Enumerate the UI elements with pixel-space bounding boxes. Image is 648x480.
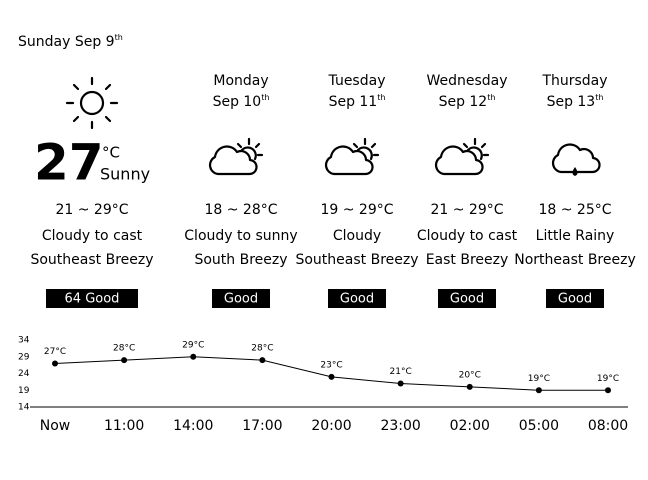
temp-point	[52, 360, 58, 367]
date-text: Sep 12	[439, 94, 488, 110]
x-tick-label: Now	[40, 418, 71, 434]
date-suffix: th	[261, 93, 269, 102]
day-date: Sep 12th	[439, 93, 496, 111]
temp-point	[605, 387, 611, 394]
description: Cloudy	[333, 228, 381, 244]
wind: South Breezy	[194, 252, 287, 268]
x-tick-label: 20:00	[311, 418, 351, 434]
today-temp: 27	[34, 134, 104, 192]
temp-point	[535, 387, 542, 394]
temp-point	[121, 357, 128, 364]
date-text: Sep 10	[213, 94, 262, 110]
temp-label: 23°C	[320, 360, 342, 370]
range: 21 ~ 29°C	[430, 202, 503, 218]
day: Thursday	[541, 73, 607, 89]
cloud-sun-icon	[326, 139, 378, 174]
date-suffix: th	[115, 33, 123, 42]
temp-point	[328, 373, 335, 380]
today-description: Cloudy to cast	[42, 228, 143, 244]
temp-label: 28°C	[113, 344, 135, 354]
y-tick-label: 29	[18, 352, 30, 362]
wind: Northeast Breezy	[514, 252, 636, 268]
aqi: Good	[340, 292, 374, 307]
description: Cloudy to cast	[417, 228, 518, 244]
aqi-badge	[212, 289, 270, 308]
range: 19 ~ 29°C	[320, 202, 393, 218]
y-tick-label: 14	[18, 403, 30, 413]
date-suffix: th	[487, 93, 495, 102]
cloud-sun-icon	[210, 139, 262, 174]
date: Sunday Sep 9th	[18, 33, 123, 51]
wind: East Breezy	[426, 252, 509, 268]
aqi: Good	[558, 292, 592, 307]
temp-point	[466, 383, 473, 390]
temp-point	[259, 357, 266, 364]
x-tick-label: 14:00	[173, 418, 213, 434]
sun-icon	[65, 76, 119, 130]
temp-label: 19°C	[528, 374, 550, 384]
x-tick-label: 17:00	[242, 418, 282, 434]
x-tick-label: 02:00	[450, 418, 490, 434]
aqi-badge	[46, 289, 138, 308]
x-tick-label: 23:00	[380, 418, 420, 434]
today-range: 21 ~ 29°C	[55, 202, 128, 218]
temp-label: 29°C	[182, 340, 204, 350]
wind: Southeast Breezy	[295, 252, 418, 268]
cloud-sun-icon	[436, 139, 488, 174]
rain-icon	[551, 143, 601, 176]
today-condition: Sunny	[100, 165, 150, 184]
aqi: Good	[224, 292, 258, 307]
day-date: Sep 10th	[213, 93, 270, 111]
x-tick-label: 08:00	[588, 418, 628, 434]
day: Tuesday	[328, 73, 386, 89]
aqi-badge	[546, 289, 604, 308]
temp-point	[190, 353, 197, 360]
date-text: Sep 13	[547, 94, 596, 110]
temp-label: 27°C	[44, 347, 66, 357]
description: Little Rainy	[536, 228, 615, 244]
temp-label: 20°C	[459, 370, 481, 380]
y-tick-label: 19	[18, 386, 30, 396]
date-text: Sunday Sep 9	[18, 34, 115, 50]
today-wind: Southeast Breezy	[30, 252, 153, 268]
date-text: Sep 11	[329, 94, 378, 110]
x-tick-label: 11:00	[104, 418, 144, 434]
temp-label: 19°C	[597, 374, 619, 384]
y-tick-label: 24	[18, 369, 30, 379]
today-unit: °C	[102, 144, 120, 162]
date-suffix: th	[595, 93, 603, 102]
day-date: Sep 13th	[547, 93, 604, 111]
day-date: Sep 11th	[329, 93, 386, 111]
today-aqi: 64 Good	[65, 292, 120, 307]
temp-label: 21°C	[390, 367, 412, 377]
day: Monday	[213, 73, 268, 89]
aqi-badge	[438, 289, 496, 308]
description: Cloudy to sunny	[184, 228, 297, 244]
range: 18 ~ 25°C	[538, 202, 611, 218]
x-tick-label: 05:00	[519, 418, 559, 434]
aqi: Good	[450, 292, 484, 307]
temp-point	[397, 380, 404, 387]
date-suffix: th	[377, 93, 385, 102]
range: 18 ~ 28°C	[204, 202, 277, 218]
aqi-badge	[328, 289, 386, 308]
day: Wednesday	[426, 73, 507, 89]
y-tick-label: 34	[18, 336, 30, 346]
temp-label: 28°C	[251, 344, 273, 354]
